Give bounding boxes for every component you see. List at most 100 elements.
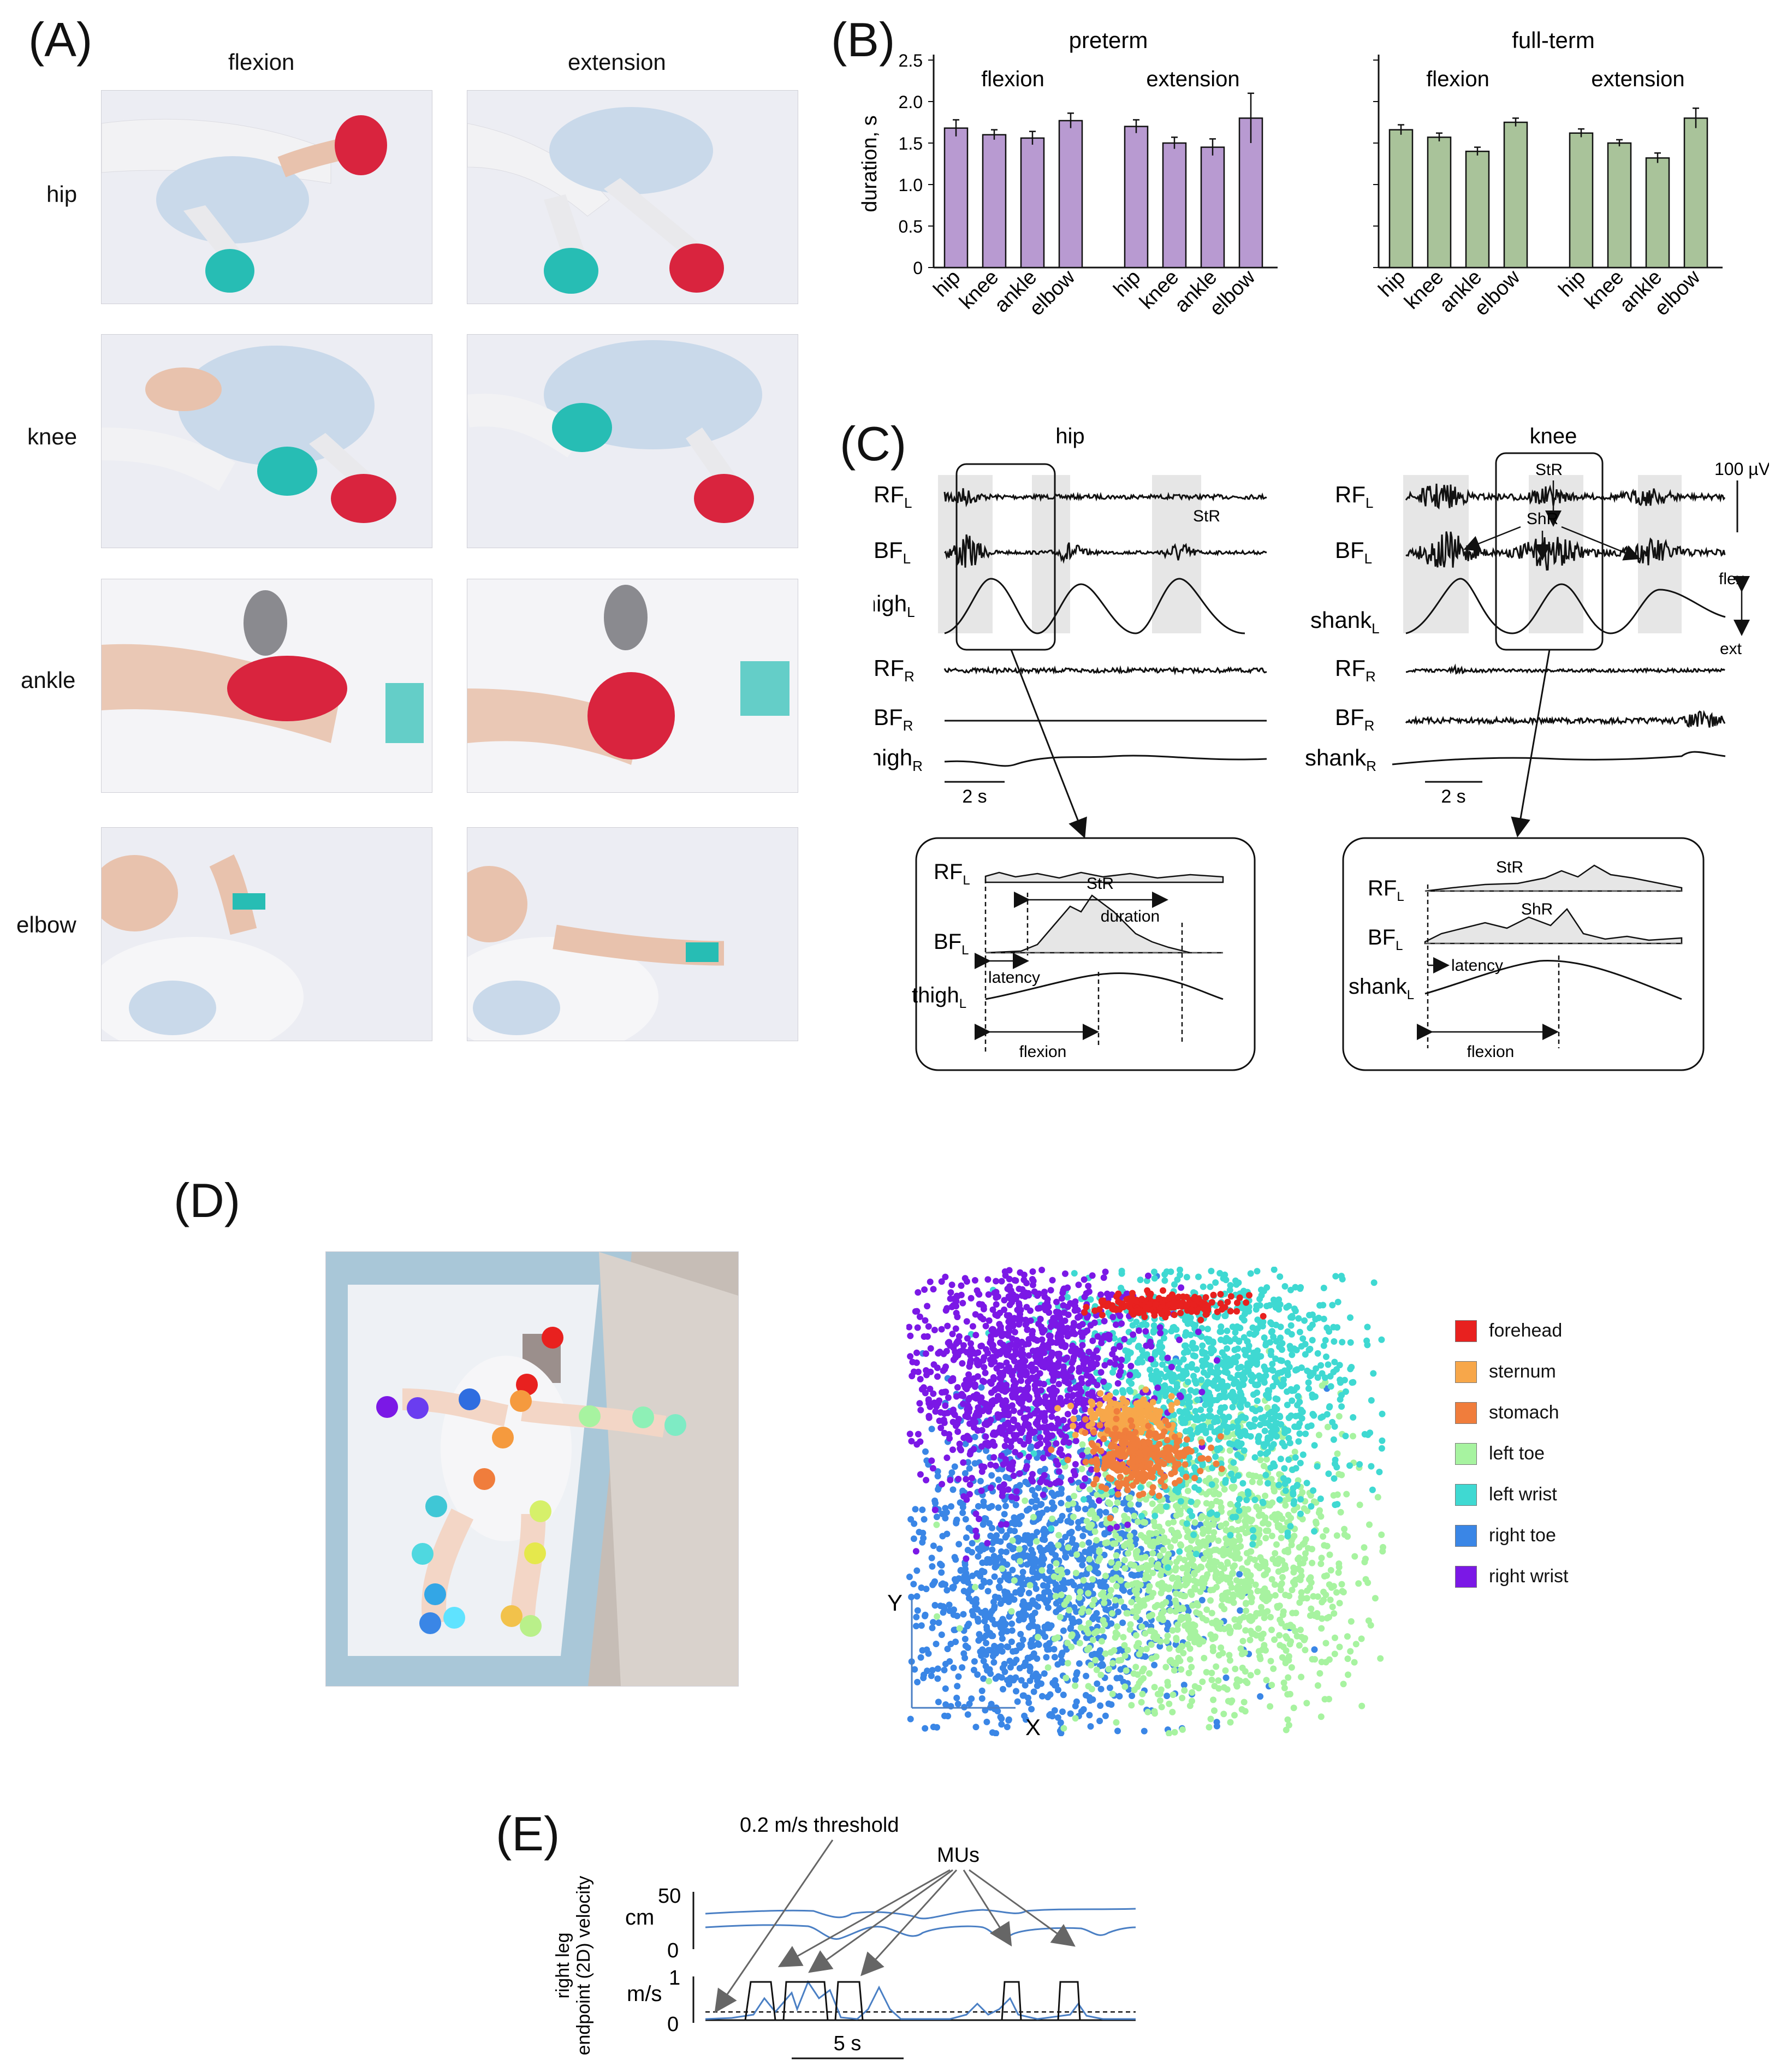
scatter-forehead [1081,1287,1267,1323]
c-hip-str-label: StR [1193,507,1220,525]
bar [1503,121,1528,269]
e-position-trace-1 [705,1908,1136,1920]
legend-label: sternum [1489,1361,1556,1382]
panel-label-a: (A) [28,13,93,67]
bar [1162,142,1187,269]
panel-label-b: (B) [831,13,895,67]
legend-swatch [1455,1565,1477,1588]
row-label-knee: knee [27,424,78,449]
e-ylabel-line2: endpoint (2D) velocity [573,1876,594,2056]
panel-label-c: (C) [840,417,907,471]
c-hip-thigh-r-label: thighR [874,745,923,774]
legend-label: left wrist [1489,1484,1557,1505]
scatter-left-wrist [967,1267,1386,1571]
c-hip-zoom-str: StR [1087,875,1114,893]
photo-hip-flexion [101,90,432,304]
scatter-legend: forehead sternum stomach left toe left wrist… [1455,1310,1690,1597]
c-knee-zoom-str: StR [1496,858,1523,876]
legend-swatch [1455,1524,1477,1547]
c-hip-duration-label: duration [1101,907,1160,925]
c-knee-bf-l-trace [1405,531,1726,571]
legend-swatch [1455,1483,1477,1506]
skeleton-markers [376,1327,686,1637]
photo-knee-extension [467,334,798,548]
c-hip-zoom-rf-trace [984,871,1224,883]
b-group-label: extension [1146,67,1239,91]
e-mu-boxes [744,1981,1081,2021]
row-label-elbow: elbow [16,912,76,937]
e-velocity-trace [705,1980,1136,2020]
col-header-flexion: flexion [228,49,295,75]
legend-item: right wrist [1455,1556,1690,1597]
c-knee-title: knee [1530,424,1577,448]
e-tick-50: 50 [658,1885,681,1908]
bar [1124,126,1149,269]
legend-item: sternum [1455,1351,1690,1392]
bar [1683,117,1708,269]
photo-ankle-extension [467,579,798,793]
legend-item: right toe [1455,1515,1690,1556]
c-knee-zoom-rf-label: RFL [1368,876,1404,904]
row-label-hip: hip [46,181,78,207]
c-knee-bf-r-label: BFR [1335,704,1374,734]
c-hip-bf-r-label: BFR [874,704,913,734]
velocity-traces-figure: right leg endpoint (2D) velocity cm 50 0… [553,1814,1136,2059]
c-knee-shank-r-trace [1392,751,1726,765]
panel-label-d: (D) [174,1173,241,1227]
e-mus-label: MUs [937,1844,979,1867]
photo-infant-markers [325,1251,739,1687]
c-hip-rf-l-label: RFL [874,482,912,511]
b-ytick: 0.5 [899,217,923,236]
b-group-label: extension [1591,67,1684,91]
c-hip-thigh-l-label: thighL [874,591,915,620]
e-tick-1: 1 [669,1967,680,1990]
b-ytick: 1.5 [899,134,923,153]
c-knee-rf-l-trace [1405,483,1726,510]
col-header-extension: extension [568,49,666,75]
photo-ankle-flexion [101,579,432,793]
photo-elbow-flexion [101,827,432,1041]
c-knee-shank-l-label: shankL [1310,607,1380,637]
legend-swatch [1455,1361,1477,1383]
b-xtick: elbow [1650,265,1705,320]
c-knee-time-scale-label: 2 s [1441,786,1465,807]
axis-x-label: X [1025,1714,1041,1740]
c-hip-zoom-thigh-trace [985,972,1224,1000]
c-hip-zoom-rf-label: RFL [934,860,970,888]
photo-elbow-extension [467,827,798,1041]
b-group-label: flexion [981,67,1044,91]
bar [943,127,969,269]
c-voltage-scale-label: 100 µV [1714,459,1769,479]
marker-position-scatter [906,1267,1386,1736]
legend-swatch [1455,1442,1477,1465]
c-hip-zoom-thigh-label: thighL [912,983,966,1011]
e-unit-cm: cm [625,1905,654,1929]
c-hip-thigh-r-trace [944,755,1267,767]
bar [1200,146,1225,269]
e-ylabel-line1: right leg [553,1933,573,1999]
c-hip-zoom-box [915,837,1256,1071]
c-hip-zoom-arrow [1010,649,1087,839]
e-position-trace-2 [705,1924,1136,1940]
c-knee-zoom-shank-label: shankL [1349,975,1414,1002]
bar [1427,136,1452,269]
c-knee-zoom-shr: ShR [1521,900,1553,918]
c-knee-zoom-bf-trace [1424,908,1683,945]
c-hip-bf-l-label: BFL [874,537,911,567]
e-threshold-label: 0.2 m/s threshold [740,1814,899,1837]
legend-label: left toe [1489,1443,1545,1464]
c-knee-rf-r-trace [1406,663,1725,675]
row-label-ankle: ankle [21,667,76,693]
c-knee-zoom-rf-trace [1424,864,1683,892]
photo-knee-flexion [101,334,432,548]
c-knee-shank-l-trace [1405,578,1726,634]
b-ytick: 1.0 [899,175,923,195]
c-flex-label: flex [1719,570,1744,588]
b-ytick: 2.0 [899,92,923,112]
bar [1607,142,1632,269]
bar [1465,150,1490,269]
bar [1020,137,1045,269]
bar [1058,120,1083,269]
b-ytick: 0 [913,258,923,278]
